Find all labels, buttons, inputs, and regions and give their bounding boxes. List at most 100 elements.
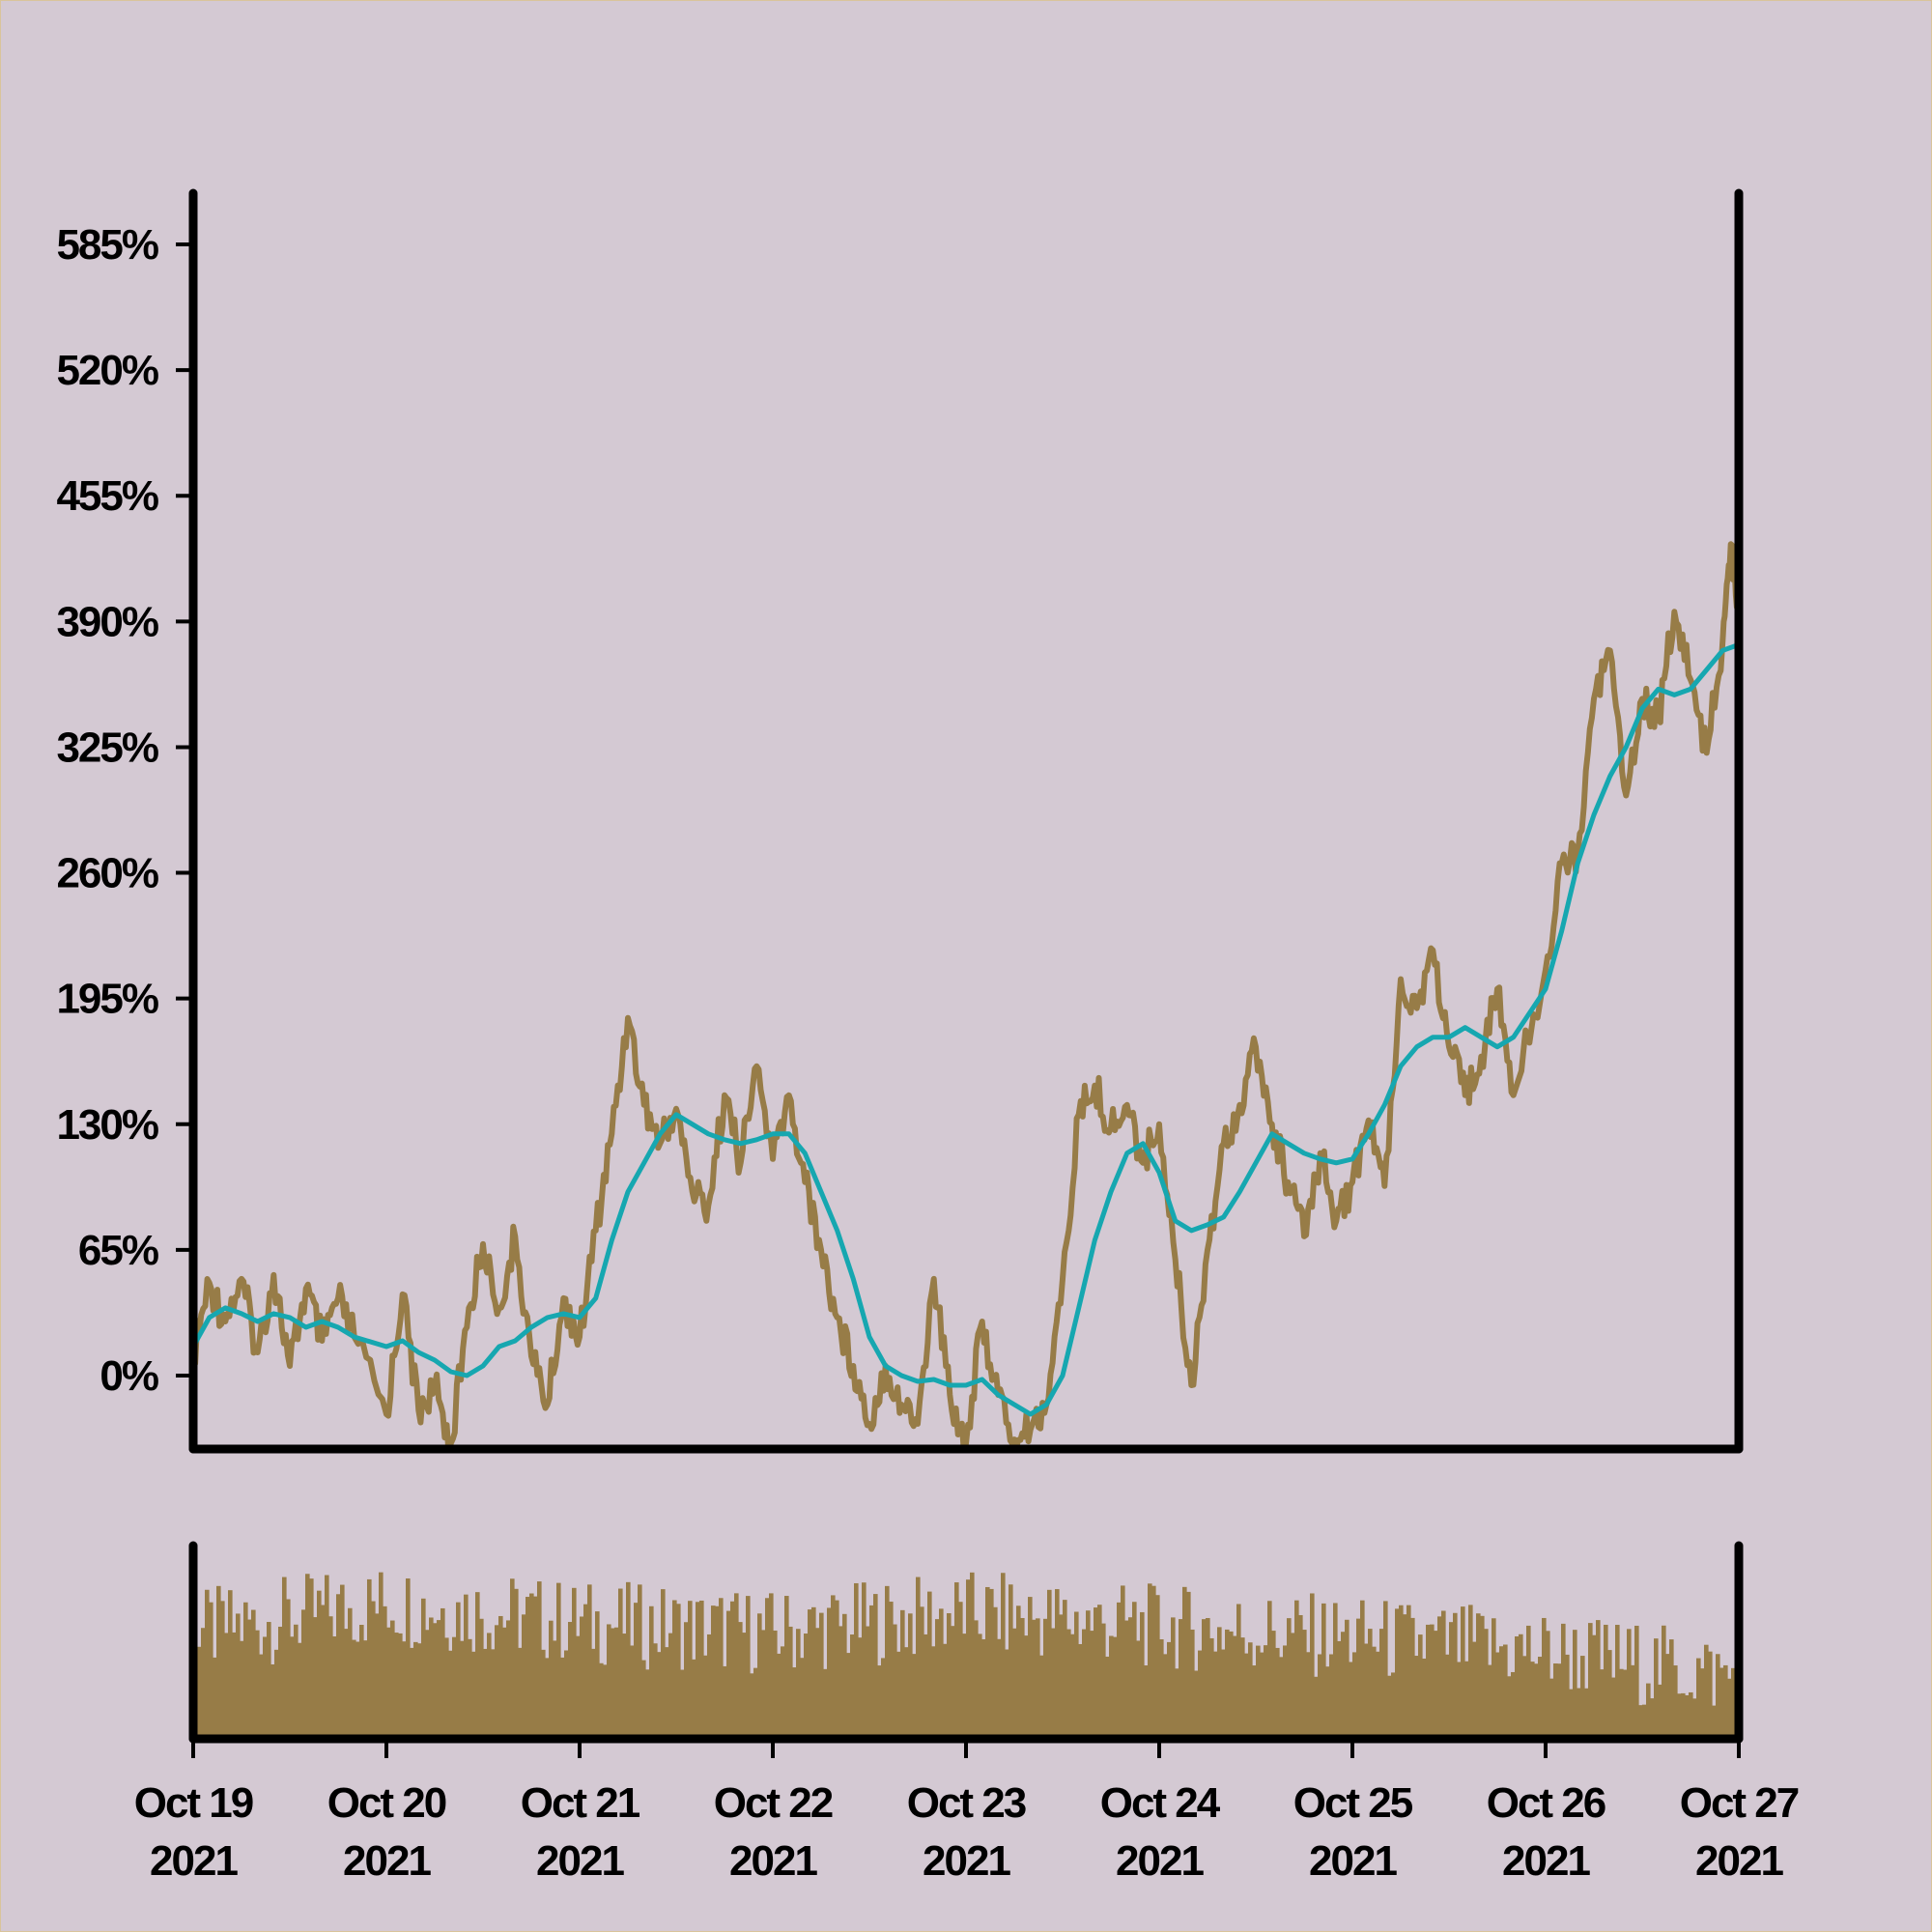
volume-bar	[831, 1595, 836, 1739]
volume-bar	[1298, 1614, 1303, 1739]
volume-bar	[943, 1643, 948, 1739]
volume-bar	[313, 1617, 318, 1739]
volume-bar	[526, 1597, 530, 1739]
volume-bar	[1097, 1605, 1102, 1739]
volume-bar	[197, 1646, 202, 1739]
volume-bar	[1708, 1651, 1713, 1739]
y-tick-label: 65%	[78, 1227, 158, 1274]
volume-bar	[510, 1578, 515, 1739]
volume-bar	[634, 1603, 639, 1739]
volume-bar	[1175, 1668, 1179, 1739]
volume-bar	[788, 1626, 793, 1739]
volume-bar	[1611, 1677, 1616, 1739]
volume-bar	[556, 1582, 561, 1739]
volume-bar	[383, 1605, 387, 1739]
volume-bar	[1634, 1625, 1639, 1739]
y-tick-label: 260%	[56, 850, 157, 897]
volume-bar	[966, 1579, 971, 1739]
y-axis-ticks: 0% 65% 130% 195% 260% 325% 390% 455% 520% 585%	[56, 221, 193, 1400]
volume-bar	[298, 1642, 302, 1739]
volume-bar	[240, 1640, 244, 1739]
x-tick-label-date: Oct 20	[327, 1779, 446, 1827]
volume-bar	[1236, 1604, 1241, 1739]
volume-bar	[522, 1614, 526, 1739]
volume-bar	[908, 1613, 913, 1739]
volume-bar	[1345, 1619, 1350, 1739]
volume-bar	[1457, 1662, 1462, 1739]
volume-bar	[1515, 1635, 1520, 1739]
volume-bar	[1546, 1631, 1550, 1739]
volume-bar	[1383, 1601, 1388, 1739]
volume-bar	[1356, 1618, 1361, 1739]
y-tick-label: 195%	[56, 976, 157, 1023]
volume-bar	[1437, 1616, 1442, 1739]
volume-bar	[375, 1613, 380, 1739]
volume-bar	[576, 1635, 581, 1739]
volume-bar	[603, 1664, 608, 1739]
volume-bar	[1561, 1623, 1566, 1739]
volume-bar	[1507, 1676, 1512, 1739]
volume-bar	[379, 1572, 384, 1739]
volume-bar	[595, 1611, 600, 1739]
volume-bar	[1727, 1678, 1732, 1739]
volume-bar	[947, 1613, 952, 1739]
volume-bar	[464, 1594, 469, 1739]
volume-bar	[1012, 1628, 1017, 1739]
volume-bar	[1105, 1656, 1110, 1739]
volume-bar	[842, 1613, 847, 1739]
volume-bar	[1059, 1614, 1064, 1739]
volume-bar	[1294, 1600, 1299, 1739]
volume-bar	[599, 1662, 604, 1739]
volume-bar	[1511, 1671, 1516, 1739]
volume-plot-area	[193, 1572, 1740, 1739]
volume-bar	[1530, 1662, 1535, 1739]
volume-bar	[1248, 1642, 1253, 1739]
volume-bar	[1287, 1618, 1292, 1739]
x-tick-label-year: 2021	[1309, 1837, 1397, 1885]
volume-bar	[680, 1669, 685, 1739]
volume-bar	[301, 1609, 306, 1739]
volume-bar	[1005, 1649, 1009, 1739]
volume-bar	[684, 1622, 689, 1739]
x-tick-label-year: 2021	[923, 1837, 1010, 1885]
volume-bar	[769, 1593, 774, 1739]
volume-bar	[958, 1602, 963, 1739]
volume-bar	[978, 1634, 982, 1739]
volume-bar	[1685, 1694, 1690, 1739]
volume-bar	[657, 1652, 662, 1739]
volume-bar	[912, 1654, 917, 1739]
volume-bar	[800, 1658, 805, 1739]
volume-bar	[340, 1584, 345, 1739]
x-tick-label-date: Oct 22	[714, 1779, 833, 1827]
volume-bar	[359, 1625, 364, 1739]
volume-bar	[1364, 1643, 1369, 1739]
volume-bar	[1128, 1617, 1133, 1739]
volume-bar	[672, 1600, 677, 1739]
y-tick-label: 0%	[99, 1352, 157, 1400]
volume-bar	[784, 1596, 789, 1739]
volume-bar	[645, 1669, 650, 1739]
volume-bar	[1109, 1635, 1114, 1739]
volume-bar	[1202, 1619, 1207, 1739]
volume-bar	[1449, 1622, 1454, 1739]
volume-bar	[653, 1643, 658, 1739]
volume-bar	[1445, 1654, 1450, 1739]
volume-bar	[541, 1649, 546, 1739]
x-axis-ticks: Oct 19 2021 Oct 20 2021 Oct 21 2021 Oct 22 2021…	[134, 1739, 1801, 1885]
volume-bar	[278, 1626, 283, 1739]
volume-bar	[1032, 1619, 1037, 1739]
volume-bar	[1256, 1645, 1261, 1739]
volume-bar	[1669, 1639, 1674, 1739]
volume-bar	[425, 1630, 430, 1739]
volume-bar	[1627, 1629, 1632, 1739]
volume-bar	[1306, 1652, 1311, 1739]
volume-bar	[1569, 1689, 1574, 1739]
volume-bar	[352, 1639, 356, 1739]
volume-bar	[236, 1613, 241, 1739]
volume-bar	[1101, 1623, 1106, 1739]
axes-frame	[188, 188, 1744, 1744]
volume-bar	[1233, 1635, 1237, 1739]
volume-bar	[483, 1648, 488, 1739]
y-tick-label: 130%	[56, 1101, 157, 1149]
volume-bar	[1596, 1620, 1601, 1739]
